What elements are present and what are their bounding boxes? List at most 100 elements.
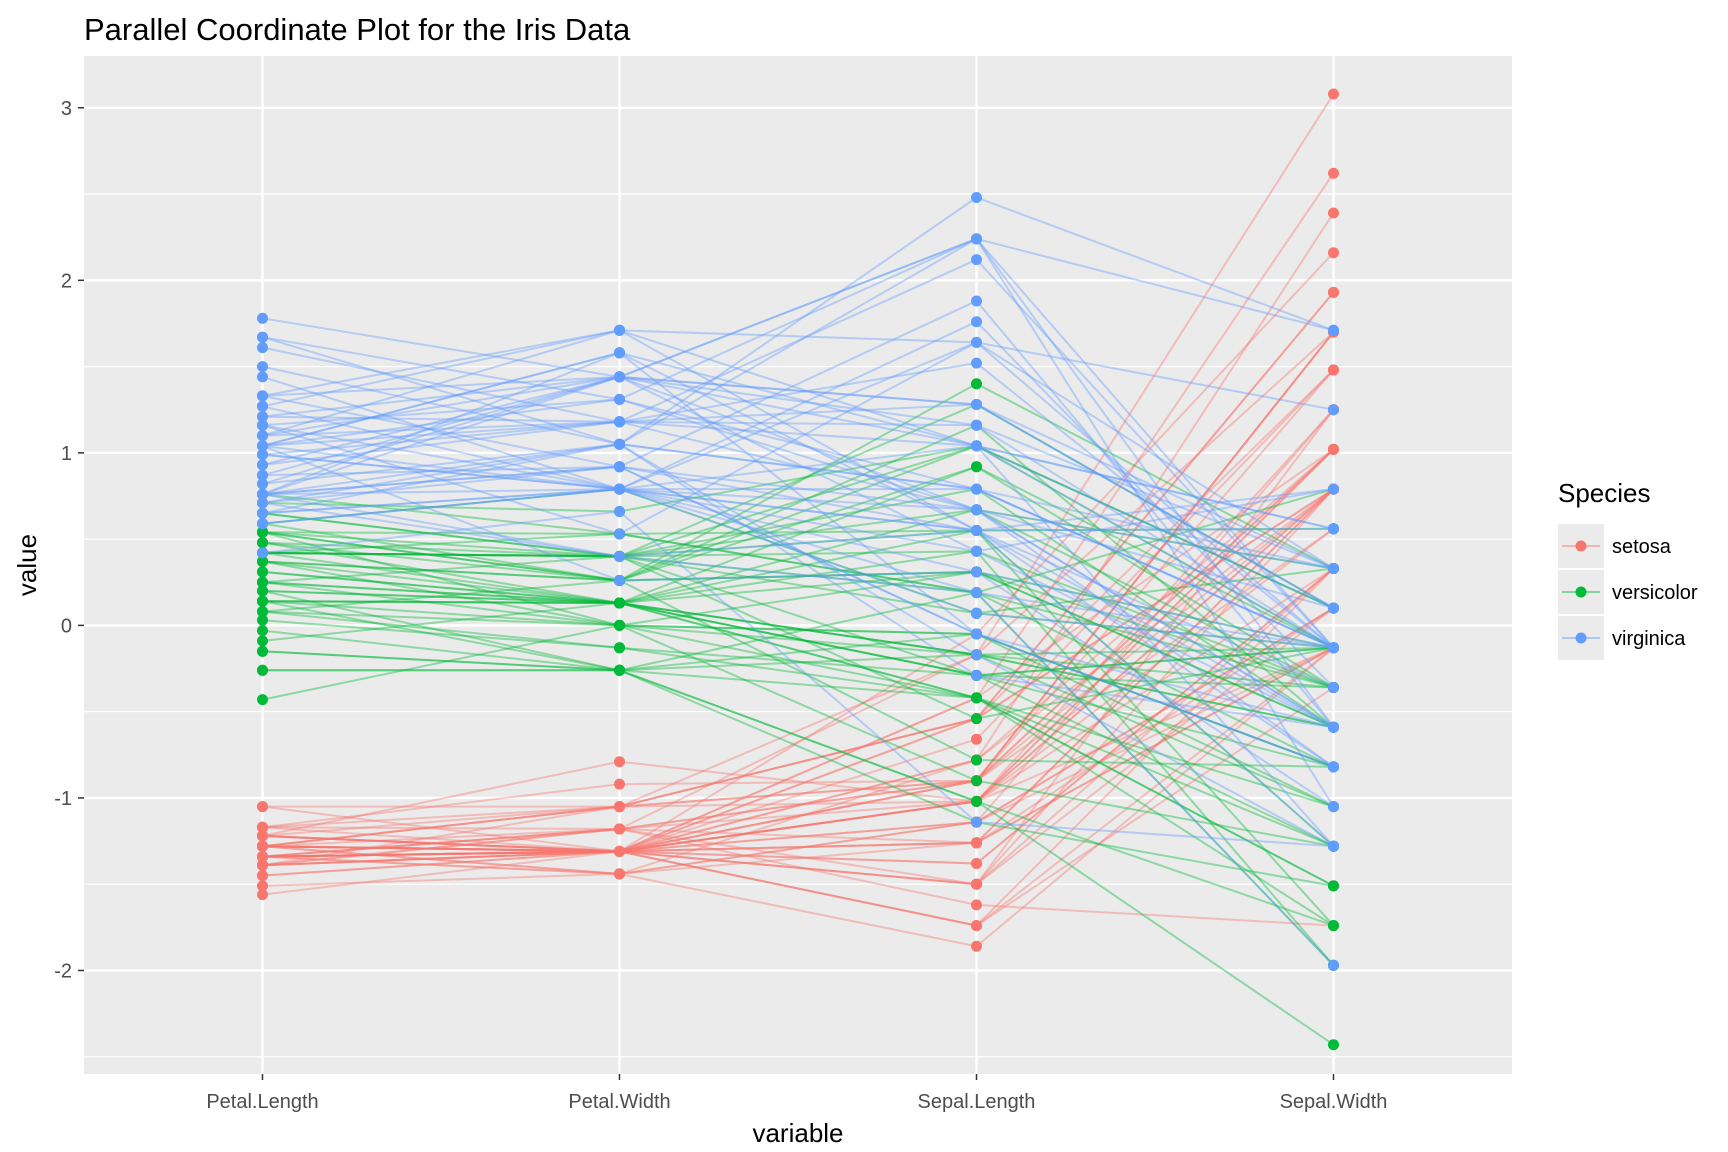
profile-line-setosa	[262, 448, 1335, 858]
profile-line-versicolor	[262, 589, 1334, 729]
point-virginica	[1328, 642, 1339, 654]
profile-line-virginica	[262, 362, 1335, 649]
profile-line-versicolor	[262, 600, 1334, 808]
profile-line-versicolor	[262, 382, 1334, 582]
profile-line-versicolor	[262, 444, 1334, 649]
point-virginica	[1328, 682, 1339, 693]
profile-line-versicolor	[262, 493, 1334, 768]
point-setosa	[971, 899, 982, 911]
point-setosa	[971, 858, 982, 869]
y-tick-label: -2	[54, 960, 72, 982]
point-virginica	[1328, 324, 1339, 336]
profile-line-setosa	[262, 488, 1335, 853]
profile-line-setosa	[262, 331, 1335, 808]
profile-line-virginica	[262, 237, 1335, 728]
legend-key-point	[1575, 632, 1587, 644]
point-virginica	[614, 347, 625, 359]
profile-line-versicolor	[262, 403, 1334, 609]
point-virginica	[614, 324, 625, 336]
point-virginica	[614, 483, 625, 495]
profile-lines	[262, 93, 1335, 1046]
point-virginica	[257, 430, 268, 442]
plot-panel	[84, 56, 1512, 1074]
profile-line-setosa	[262, 646, 1334, 858]
profile-line-versicolor	[262, 669, 1334, 887]
point-versicolor	[971, 692, 982, 704]
point-setosa	[971, 837, 982, 849]
point-virginica	[971, 483, 982, 495]
profile-line-virginica	[262, 196, 1334, 446]
profile-line-virginica	[262, 420, 1335, 729]
point-virginica	[614, 393, 625, 405]
point-virginica	[971, 295, 982, 307]
point-setosa	[1328, 207, 1339, 219]
profile-line-setosa	[262, 409, 1335, 858]
profile-line-versicolor	[262, 488, 1334, 615]
y-axis-title: value	[12, 534, 42, 596]
profile-line-versicolor	[262, 581, 1334, 768]
profile-line-virginica	[262, 375, 1334, 553]
legend-item-setosa: setosa	[1558, 524, 1672, 568]
profile-line-versicolor	[262, 591, 1335, 966]
profile-line-virginica	[262, 398, 1335, 729]
point-virginica	[971, 566, 982, 578]
profile-line-versicolor	[262, 444, 1334, 610]
point-setosa	[257, 851, 268, 863]
profile-line-setosa	[262, 488, 1335, 886]
profile-line-virginica	[262, 444, 1334, 689]
point-versicolor	[257, 526, 268, 538]
point-virginica	[257, 507, 268, 519]
x-tick-label: Petal.Length	[206, 1091, 318, 1113]
profile-line-versicolor	[262, 508, 1334, 689]
y-tick-label: 2	[61, 270, 72, 292]
data-points	[257, 88, 1339, 1051]
point-virginica	[257, 331, 268, 343]
profile-line-virginica	[262, 320, 1335, 689]
profile-line-versicolor	[262, 531, 1334, 729]
point-virginica	[971, 525, 982, 536]
y-axis: -2 -1 0 1 2 3	[54, 98, 84, 982]
point-virginica	[971, 628, 982, 640]
point-setosa	[257, 830, 268, 842]
profile-line-setosa	[262, 331, 1335, 848]
profile-line-virginica	[262, 237, 1335, 808]
profile-line-versicolor	[262, 555, 1334, 649]
point-virginica	[971, 336, 982, 348]
point-virginica	[257, 371, 268, 383]
profile-line-setosa	[262, 212, 1335, 875]
profile-line-versicolor	[262, 527, 1334, 535]
point-versicolor	[614, 597, 625, 609]
profile-line-versicolor	[262, 629, 1334, 887]
profile-line-versicolor	[262, 541, 1334, 649]
profile-line-versicolor	[262, 600, 1335, 927]
point-virginica	[971, 607, 982, 619]
point-virginica	[257, 312, 268, 324]
point-virginica	[257, 390, 268, 402]
profile-line-virginica	[262, 443, 1334, 848]
profile-line-setosa	[262, 369, 1335, 853]
point-virginica	[614, 550, 625, 562]
profile-line-virginica	[262, 237, 1335, 649]
profile-line-versicolor	[262, 529, 1335, 927]
profile-line-virginica	[262, 465, 1334, 768]
point-virginica	[971, 254, 982, 266]
point-setosa	[257, 880, 268, 892]
profile-line-versicolor	[262, 551, 1334, 677]
y-tick-label: 0	[61, 615, 72, 637]
x-tick-label: Sepal.Length	[918, 1091, 1036, 1113]
profile-line-setosa	[262, 488, 1335, 848]
point-versicolor	[257, 556, 268, 567]
point-virginica	[614, 371, 625, 383]
point-virginica	[257, 547, 268, 559]
profile-line-setosa	[262, 331, 1335, 853]
point-versicolor	[257, 537, 268, 549]
legend-label-setosa: setosa	[1612, 536, 1672, 558]
point-virginica	[257, 469, 268, 481]
x-tick-label: Sepal.Width	[1280, 1091, 1388, 1113]
point-setosa	[257, 801, 268, 813]
profile-line-virginica	[262, 453, 1334, 649]
point-versicolor	[257, 614, 268, 626]
profile-line-versicolor	[262, 624, 1334, 848]
profile-line-versicolor	[262, 488, 1334, 594]
point-virginica	[971, 545, 982, 557]
